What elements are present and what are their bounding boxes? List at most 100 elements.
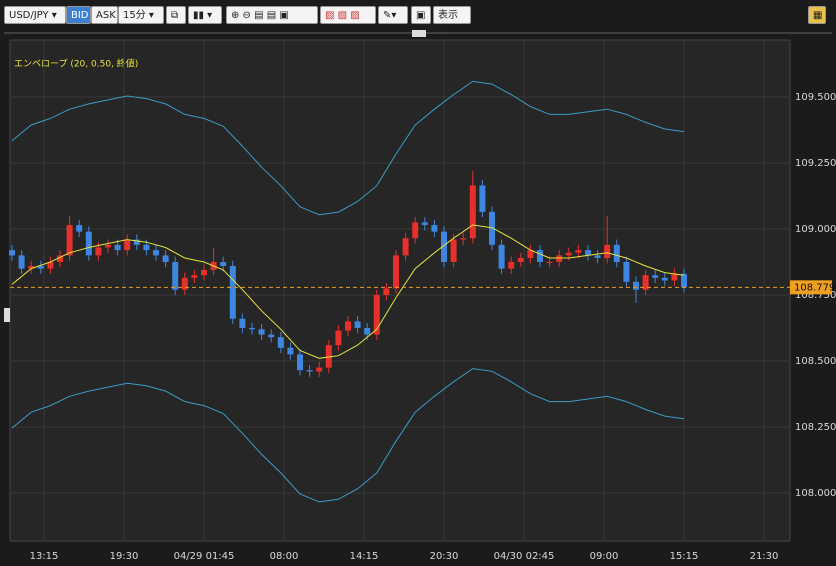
display-button[interactable]: 表示 ▾ [433, 6, 471, 39]
candle-body [143, 244, 150, 251]
candle-body [47, 261, 54, 269]
collapse-handle[interactable] [412, 30, 426, 37]
candle-body [383, 288, 390, 295]
candle-body [556, 255, 563, 262]
candle-body [633, 281, 639, 290]
candle-body [412, 222, 419, 239]
candle-body [191, 275, 198, 278]
ask-button[interactable]: ASK [91, 6, 118, 24]
candle-body [671, 273, 678, 281]
chart-type-button[interactable]: ▮▮ ▾ [188, 6, 222, 24]
current-price-box [790, 280, 832, 295]
x-tick-label: 09:00 [590, 551, 619, 562]
candle-body [469, 185, 476, 239]
candle-body [201, 269, 207, 276]
candle-body [85, 231, 92, 256]
candle-body [105, 244, 111, 248]
candle-body [229, 265, 236, 319]
candle-body [354, 321, 361, 328]
candle-body [575, 250, 582, 253]
candle-body [268, 334, 275, 338]
candle-body [181, 277, 188, 290]
candle-body [565, 252, 572, 256]
candle-body [364, 327, 371, 335]
x-tick-label: 20:30 [430, 551, 459, 562]
candle-body [613, 244, 620, 262]
candle-body [258, 329, 265, 335]
x-tick-label: 04/30 02:45 [494, 551, 555, 562]
candle-body [537, 250, 543, 262]
candle-body [277, 337, 284, 348]
candle-body [489, 211, 495, 245]
side-handle[interactable] [4, 308, 10, 322]
plot-area [9, 39, 791, 542]
interval-select[interactable]: 15分 ▾ [118, 6, 164, 24]
candle-body [604, 244, 611, 259]
candle-body [460, 238, 467, 240]
display: 表示 [438, 10, 458, 21]
envelope-lower [11, 368, 685, 503]
screenshot-button[interactable]: ▣ [411, 6, 431, 24]
candle-body [325, 345, 332, 368]
candle-body [508, 261, 515, 269]
candle-body [114, 244, 121, 251]
candle-body [393, 255, 399, 289]
y-tick-label: 109.250 [795, 158, 836, 169]
settings-button[interactable]: ▦ [808, 6, 826, 24]
y-tick-label: 108.500 [795, 356, 836, 367]
current-price-label: 108.779 [794, 282, 835, 293]
x-tick-label: 14:15 [350, 551, 379, 562]
y-tick-label: 109.000 [795, 224, 836, 235]
candle-body [162, 255, 169, 262]
candle-body [335, 330, 342, 346]
x-tick-label: 04/29 01:45 [174, 551, 235, 562]
candle-body [623, 261, 630, 282]
candle-body [76, 225, 83, 232]
candle-body [66, 225, 73, 256]
candle-body [373, 294, 380, 335]
ask: ASK [96, 10, 116, 21]
candle-body [249, 327, 255, 330]
candle-body [421, 222, 428, 226]
compare-button[interactable]: ⧉ [166, 6, 186, 24]
symbol: USD/JPY [9, 10, 49, 21]
candle-body [517, 258, 524, 262]
candle-body [431, 225, 438, 232]
candle-body [642, 275, 649, 290]
draw-buttons[interactable]: ▨ ▨ ▨ [320, 6, 376, 24]
candle-body [133, 239, 140, 245]
y-tick-label: 108.000 [795, 488, 836, 499]
symbol-select[interactable]: USD/JPY ▾ [4, 6, 66, 24]
y-tick-label: 109.500 [795, 92, 836, 103]
candle-body [316, 367, 323, 372]
candle-body [57, 255, 63, 262]
pen-button[interactable]: ✎▾ [378, 6, 408, 24]
candle-body [287, 347, 294, 355]
bid-button[interactable]: BID [66, 6, 91, 24]
candle-body [527, 250, 534, 259]
candle-body [9, 250, 15, 256]
y-tick-label: 108.250 [795, 422, 836, 433]
candle-body [28, 265, 35, 269]
candle-body [220, 261, 227, 266]
x-tick-label: 19:30 [110, 551, 139, 562]
candle-body [681, 273, 687, 288]
candle-body [546, 261, 553, 263]
x-tick-label: 08:00 [270, 551, 299, 562]
candle-body [498, 244, 505, 269]
zoom-buttons[interactable]: ⊕ ⊖ ▤ ▤ ▣ [226, 6, 318, 24]
chart: エンベロープ (20, 0.50, 終値) 108.000 108.250 108.… [4, 30, 836, 562]
candle-body [450, 239, 457, 262]
candle-body [124, 239, 131, 251]
x-tick-label: 13:15 [30, 551, 59, 562]
candle-body [18, 255, 25, 269]
candle-body [37, 265, 44, 269]
candle-body [95, 247, 102, 256]
candle-body [594, 255, 601, 259]
x-tick-label: 21:30 [750, 551, 779, 562]
bid: BID [71, 10, 89, 21]
candle-body [441, 231, 447, 262]
candle-body [479, 185, 486, 212]
candle-body [153, 250, 159, 256]
